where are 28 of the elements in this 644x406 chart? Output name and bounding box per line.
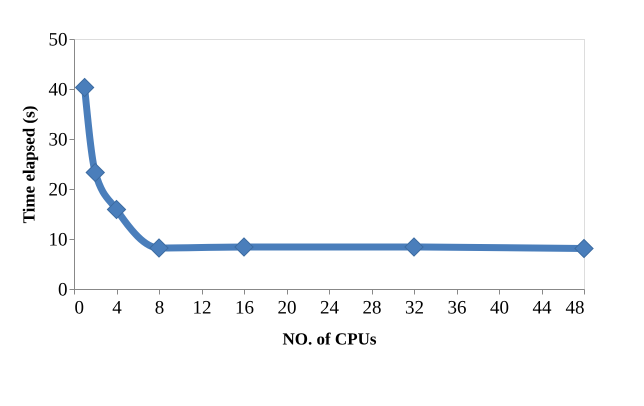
- x-tick-label: 16: [235, 298, 254, 318]
- x-tick-label: 36: [448, 298, 466, 318]
- x-tick-label: 28: [362, 298, 382, 318]
- y-tick-label: 50: [48, 30, 68, 50]
- y-axis-title: Time elapsed (s): [20, 106, 38, 224]
- point: [86, 162, 105, 182]
- point: [574, 238, 594, 258]
- x-tick-label: 0: [74, 298, 84, 318]
- x-tick-label: 12: [192, 298, 212, 318]
- x-tick-label: 48: [566, 298, 584, 318]
- point: [149, 238, 169, 258]
- x-tick-label: 24: [320, 298, 340, 318]
- x-tick-label: 44: [532, 298, 552, 318]
- x-tick-label: 40: [490, 298, 509, 318]
- y-tick-label: 0: [58, 280, 68, 300]
- point: [404, 237, 424, 257]
- y-tick-label: 30: [48, 130, 68, 150]
- y-tick-label: 10: [48, 230, 68, 250]
- x-tick-label: 32: [405, 298, 424, 318]
- point: [106, 200, 126, 220]
- y-tick-label: 20: [48, 180, 68, 200]
- y-tick-label: 40: [48, 80, 68, 100]
- point: [75, 78, 94, 98]
- point: [234, 237, 254, 257]
- x-axis-title: NO. of CPUs: [282, 330, 377, 348]
- x-tick-label: 8: [154, 298, 164, 318]
- x-tick-label: 4: [112, 298, 122, 318]
- x-tick-label: 20: [278, 298, 296, 318]
